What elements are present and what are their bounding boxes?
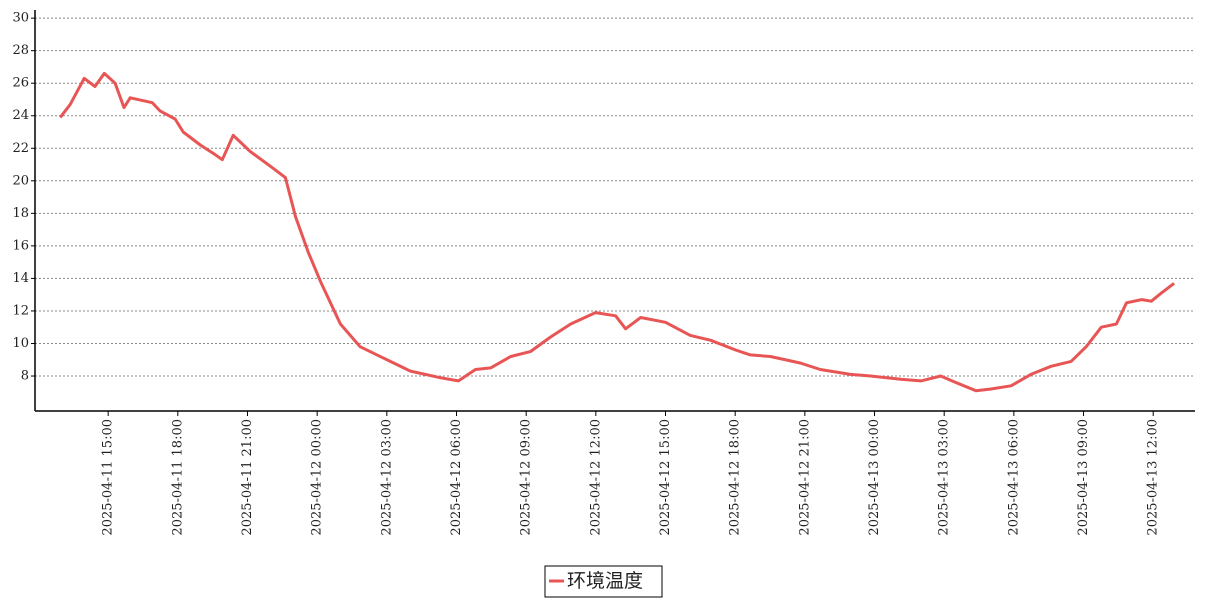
x-tick-label: 2025-04-12 09:00	[519, 419, 534, 536]
x-tick-label: 2025-04-11 18:00	[170, 419, 185, 536]
x-tick-label: 2025-04-12 00:00	[310, 419, 325, 536]
x-tick-label: 2025-04-12 06:00	[449, 419, 464, 536]
x-tick-label: 2025-04-12 03:00	[379, 419, 394, 536]
y-tick-label: 18	[12, 206, 29, 221]
y-tick-label: 14	[12, 271, 29, 286]
x-tick-label: 2025-04-12 15:00	[658, 419, 673, 536]
y-tick-label: 20	[12, 173, 29, 188]
line-series	[59, 71, 1176, 393]
x-tick-label: 2025-04-13 03:00	[937, 419, 952, 536]
x-tick-label: 2025-04-13 06:00	[1006, 419, 1021, 536]
legend: 环境温度	[544, 565, 663, 598]
y-tick-label: 10	[12, 336, 29, 351]
x-tick-label: 2025-04-12 18:00	[728, 419, 743, 536]
y-tick-label: 30	[12, 11, 29, 26]
legend-box	[544, 565, 663, 598]
y-tick-label: 16	[12, 238, 29, 253]
x-tick-label: 2025-04-11 15:00	[101, 419, 116, 536]
legend-label: 环境温度	[567, 570, 643, 592]
x-tick-label: 2025-04-12 21:00	[797, 419, 812, 536]
y-tick-label: 22	[12, 141, 29, 156]
y-tick-label: 12	[12, 303, 29, 318]
x-tick-label: 2025-04-12 12:00	[588, 419, 603, 536]
y-tick-label: 24	[12, 108, 29, 123]
x-tick-label: 2025-04-13 12:00	[1146, 419, 1161, 536]
x-tick-label: 2025-04-11 21:00	[240, 419, 255, 536]
y-tick-label: 28	[12, 43, 29, 58]
x-tick-label: 2025-04-13 09:00	[1076, 419, 1091, 536]
x-tick-label: 2025-04-13 00:00	[867, 419, 882, 536]
y-tick-label: 8	[21, 369, 29, 384]
y-tick-label: 26	[12, 76, 29, 91]
